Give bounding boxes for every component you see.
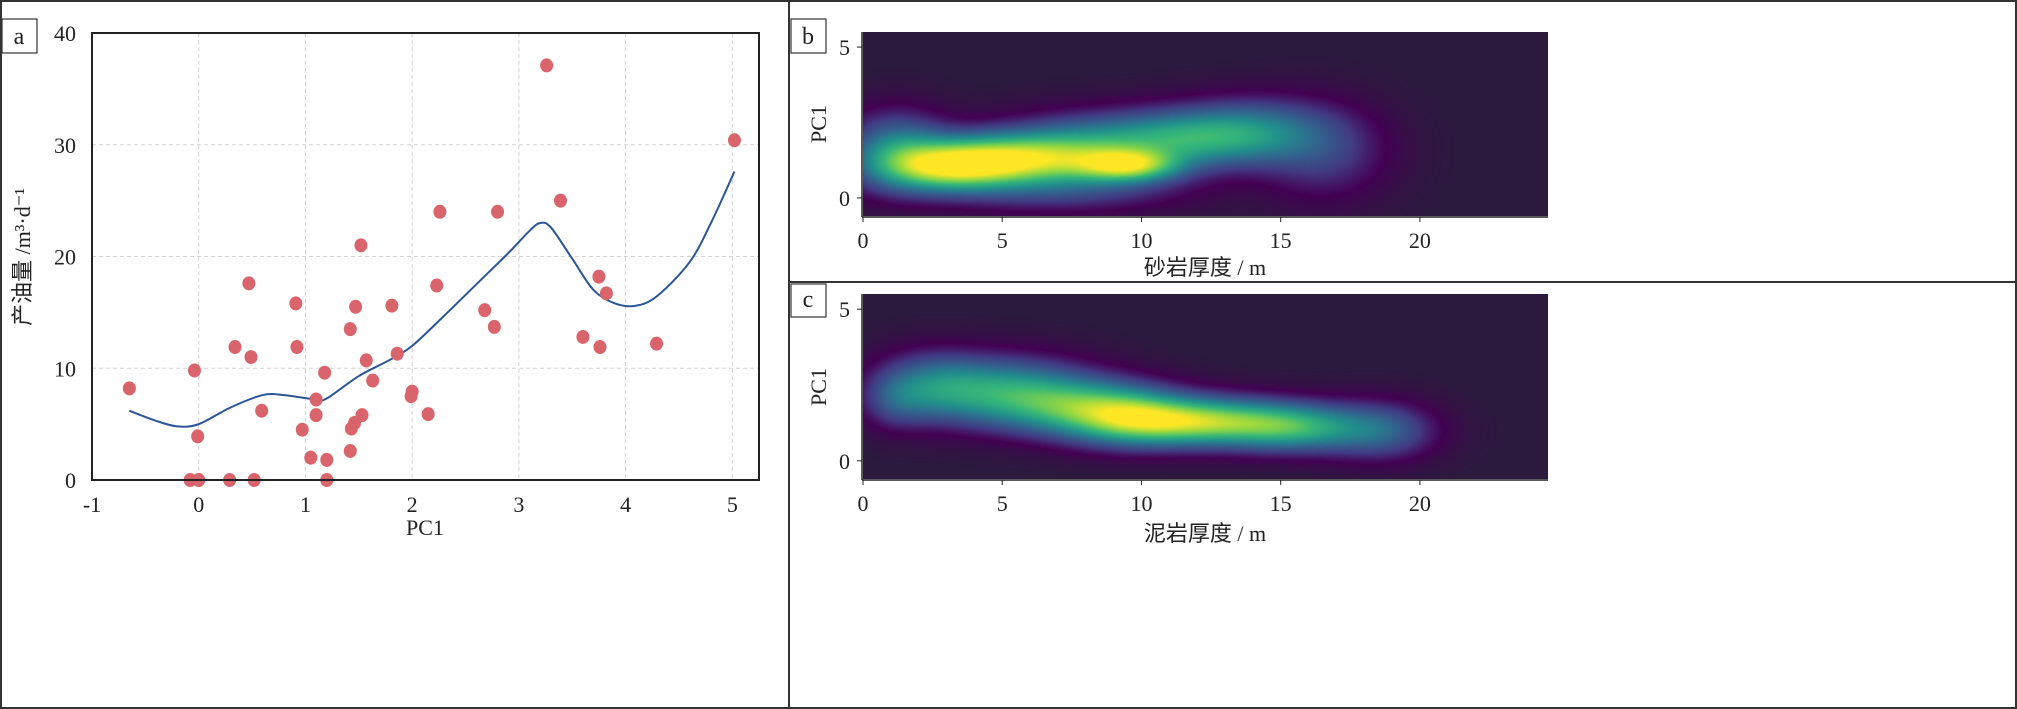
y-tick-label: 0 bbox=[65, 468, 76, 493]
scatter-point bbox=[430, 278, 444, 293]
scatter-point bbox=[122, 381, 136, 396]
y-tick-label: 5 bbox=[839, 35, 850, 60]
scatter-point bbox=[650, 336, 664, 351]
scatter-point bbox=[599, 286, 613, 301]
panel-label-b: b bbox=[790, 18, 827, 54]
x-tick-label: 3 bbox=[513, 492, 524, 517]
y-tick-labels: 0 10 20 30 40 bbox=[54, 21, 76, 493]
scatter-point bbox=[255, 403, 269, 418]
x-tick-labels: -1 0 1 2 3 4 5 bbox=[83, 492, 738, 517]
x-tick-label: 5 bbox=[727, 492, 738, 517]
y-tick-label: 30 bbox=[54, 133, 76, 158]
x-tick-label: 20 bbox=[1409, 491, 1431, 516]
y-tick-label: 20 bbox=[54, 245, 76, 270]
x-tick-label: 1 bbox=[300, 492, 311, 517]
y-tick-label: 10 bbox=[54, 356, 76, 381]
panel-label-a: a bbox=[1, 18, 38, 54]
scatter-point bbox=[491, 204, 505, 219]
x-tick-label: 5 bbox=[997, 228, 1008, 253]
scatter-point bbox=[289, 296, 303, 311]
x-tick-label: 0 bbox=[858, 491, 869, 516]
scatter-point bbox=[366, 373, 380, 388]
y-tick-label: 0 bbox=[839, 449, 850, 474]
x-tick-label: 5 bbox=[997, 491, 1008, 516]
scatter-point bbox=[343, 322, 357, 337]
scatter-point bbox=[187, 363, 201, 378]
x-axis-label: PC1 bbox=[406, 515, 444, 540]
scatter-point bbox=[727, 133, 741, 148]
scatter-point bbox=[433, 204, 447, 219]
heatmap-b: 0 5 10 15 20 0 5 bbox=[839, 32, 1548, 253]
x-tick-label: 15 bbox=[1270, 228, 1292, 253]
scatter-point bbox=[343, 443, 357, 458]
scatter-point bbox=[390, 346, 404, 361]
scatter-point bbox=[385, 298, 399, 313]
y-axis-label-b: PC1 bbox=[806, 105, 831, 143]
scatter-point bbox=[355, 408, 369, 423]
x-tick-label: 20 bbox=[1409, 228, 1431, 253]
scatter-point bbox=[309, 408, 323, 423]
x-axis-label-b: 砂岩厚度 / m bbox=[1144, 255, 1266, 280]
scatter-point bbox=[576, 329, 590, 344]
grid bbox=[92, 33, 759, 480]
scatter-point bbox=[242, 276, 256, 291]
scatter-point bbox=[318, 365, 332, 380]
scatter-point bbox=[290, 340, 304, 355]
svg-text:c: c bbox=[803, 287, 814, 313]
scatter-point bbox=[405, 384, 419, 399]
x-tick-label: 10 bbox=[1130, 228, 1152, 253]
x-tick-label: 0 bbox=[193, 492, 204, 517]
scatter-point bbox=[478, 303, 492, 318]
scatter-point bbox=[191, 429, 205, 444]
svg-text:a: a bbox=[14, 24, 25, 50]
panel-label-c: c bbox=[790, 283, 827, 318]
x-axis-label-c: 泥岩厚度 / m bbox=[1144, 521, 1266, 546]
scatter-point bbox=[421, 407, 435, 422]
y-tick-label: 5 bbox=[839, 297, 850, 322]
x-tick-label: -1 bbox=[83, 492, 101, 517]
plot-frame bbox=[91, 32, 760, 481]
scatter-plot-a: -1 0 1 2 3 4 5 0 10 20 30 40 PC1 产油量 /m³·d⁻¹ bbox=[10, 21, 760, 540]
y-axis-label: 产油量 /m³·d⁻¹ bbox=[10, 188, 35, 326]
x-tick-label: 10 bbox=[1130, 491, 1152, 516]
y-axis-label-c: PC1 bbox=[806, 368, 831, 406]
y-tick-label: 0 bbox=[839, 186, 850, 211]
svg-text:b: b bbox=[802, 24, 814, 50]
heatmap-c: 0 5 10 15 20 0 5 bbox=[839, 294, 1548, 516]
scatter-point bbox=[309, 392, 323, 407]
density-heatmap-b bbox=[863, 32, 1548, 216]
y-tick-label: 40 bbox=[54, 21, 76, 46]
scatter-point bbox=[244, 350, 258, 365]
scatter-point bbox=[354, 238, 368, 253]
scatter-point bbox=[592, 269, 606, 284]
fit-curve bbox=[128, 171, 736, 428]
scatter-point bbox=[554, 193, 568, 208]
scatter-point bbox=[295, 422, 309, 437]
scatter-point bbox=[540, 58, 554, 73]
scatter-point bbox=[487, 319, 501, 334]
scatter-point bbox=[304, 450, 318, 465]
scatter-point bbox=[349, 299, 363, 314]
x-tick-label: 15 bbox=[1270, 491, 1292, 516]
x-tick-label: 2 bbox=[407, 492, 418, 517]
x-tick-label: 4 bbox=[620, 492, 631, 517]
x-tick-label: 0 bbox=[858, 228, 869, 253]
scatter-point bbox=[359, 353, 373, 368]
scatter-point bbox=[593, 340, 607, 355]
scatter-point bbox=[320, 452, 334, 467]
scatter-points bbox=[122, 58, 741, 487]
scatter-point bbox=[228, 340, 242, 355]
density-heatmap-c bbox=[863, 294, 1548, 479]
